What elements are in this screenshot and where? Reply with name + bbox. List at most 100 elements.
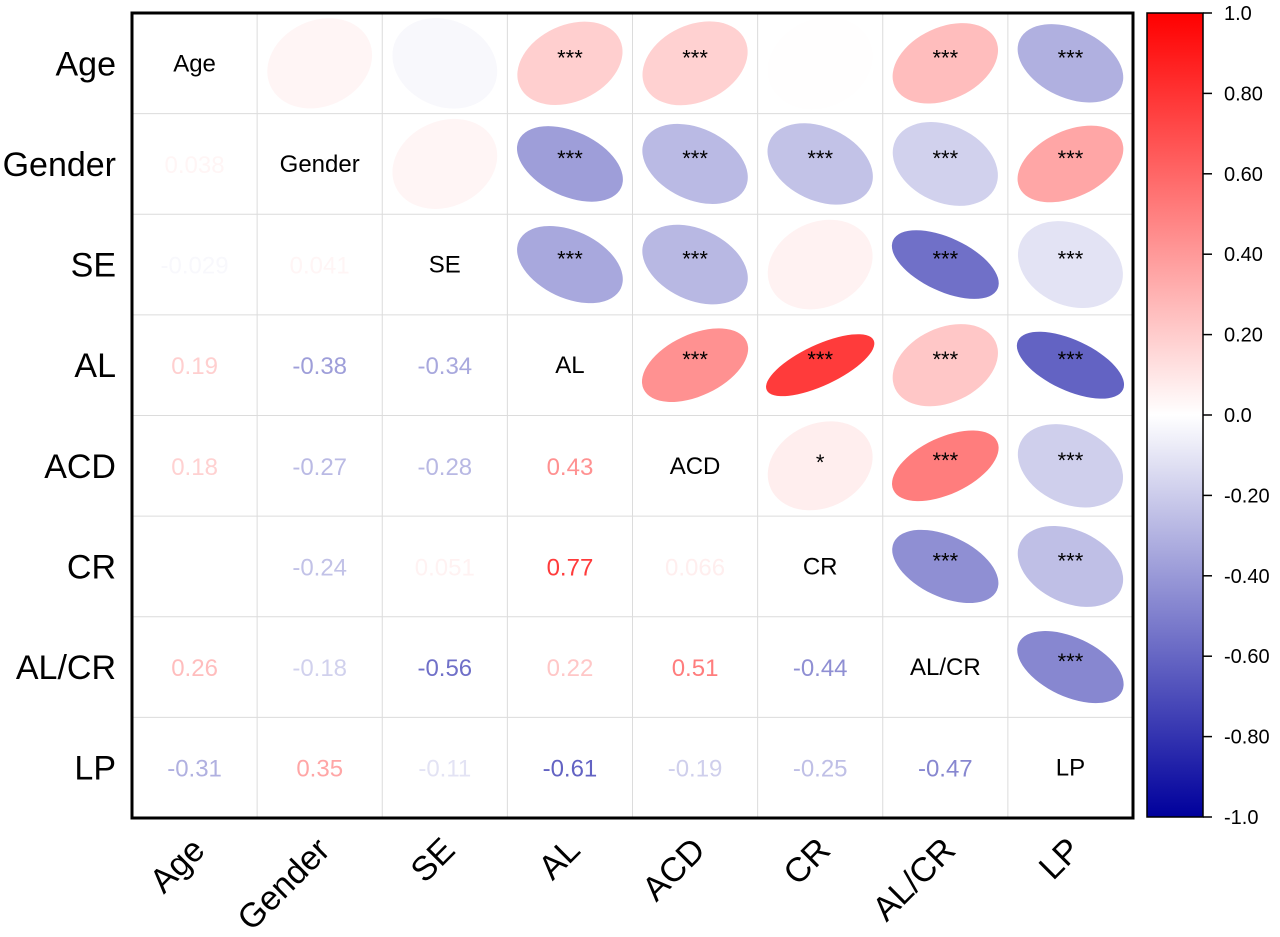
coefficient-al-se: -0.34: [417, 353, 472, 380]
ellipse-gender-lp: [1017, 125, 1124, 203]
coefficient-gender-age: 0.038: [165, 152, 225, 179]
ellipse-gender-al-cr: [892, 122, 998, 206]
coefficient-al-cr-acd: 0.51: [672, 655, 719, 682]
ellipse-se-al-cr: [891, 230, 999, 299]
coefficient-cr-acd: 0.066: [665, 554, 725, 581]
colorbar-tick-label: 0.20: [1224, 325, 1263, 347]
colorbar-tick-label: 0.80: [1224, 83, 1263, 105]
significance-mark: ***: [1058, 146, 1084, 171]
colorbar-tick-label: 1.0: [1224, 3, 1252, 25]
significance-mark: ***: [932, 146, 958, 171]
coefficient-acd-se: -0.28: [417, 454, 472, 481]
significance-mark: ***: [932, 45, 958, 70]
column-label-lp: LP: [1032, 831, 1088, 887]
significance-mark: ***: [807, 146, 833, 171]
significance-mark: ***: [682, 45, 708, 70]
ellipse-al-lp: [1016, 331, 1125, 399]
diagonal-label: Gender: [280, 151, 360, 178]
coefficient-al-cr-al: 0.22: [547, 655, 594, 682]
ellipse-age-cr: [767, 17, 873, 110]
plot-frame: [130, 11, 1135, 820]
ellipse-gender-al: [516, 126, 623, 202]
colorbar-tick-label: 0.0: [1224, 405, 1252, 427]
coefficient-al-gender: -0.38: [292, 353, 347, 380]
significance-mark: ***: [807, 347, 833, 372]
significance-mark: *: [816, 450, 825, 475]
significance-mark: ***: [682, 146, 708, 171]
ellipse-age-lp: [1017, 24, 1124, 103]
row-labels: Age Gender SE AL ACD CR AL/CR LP: [3, 45, 116, 787]
coefficient-lp-cr: -0.25: [793, 756, 848, 783]
column-label-al-cr: AL/CR: [865, 831, 963, 929]
significance-mark: ***: [557, 247, 583, 272]
coefficient-lp-gender: 0.35: [296, 756, 343, 783]
coefficient-al-cr-se: -0.56: [417, 655, 472, 682]
colorbar-tick-label: 0.60: [1224, 164, 1263, 186]
ellipse-al-acd: [641, 328, 749, 402]
coefficient-al-cr-cr: -0.44: [793, 655, 848, 682]
coefficient-acd-al: 0.43: [547, 454, 594, 481]
column-label-gender: Gender: [230, 831, 337, 937]
coefficient-lp-al-cr: -0.47: [918, 756, 973, 783]
ellipse-age-acd: [642, 21, 748, 106]
significance-mark: ***: [1058, 548, 1084, 573]
colorbar-tick-label: -1.0: [1224, 807, 1258, 829]
ellipse-age-se: [392, 18, 498, 109]
colorbar-tick-label: -0.60: [1224, 646, 1270, 668]
ellipse-se-al: [517, 225, 623, 304]
significance-mark: ***: [932, 548, 958, 573]
row-label-gender: Gender: [3, 146, 116, 184]
matrix-cells: Age *** *** *** ***0.038 Gender *** *** *** *** **…: [161, 17, 1125, 783]
colorbar: 1.0 0.80 0.60 0.40 0.20 0.0 -0.20 -0.40 -0.60 -0.…: [1146, 3, 1270, 829]
ellipse-cr-lp: [1017, 526, 1124, 607]
column-label-acd: ACD: [635, 831, 713, 909]
colorbar-tick-label: -0.80: [1224, 727, 1270, 749]
coefficient-cr-se: 0.051: [415, 554, 475, 581]
coefficient-lp-al: -0.61: [543, 756, 598, 783]
significance-mark: ***: [557, 146, 583, 171]
significance-mark: ***: [557, 45, 583, 70]
ellipse-acd-lp: [1017, 424, 1124, 508]
significance-mark: ***: [682, 347, 708, 372]
grid-lines: [132, 13, 1133, 818]
ellipse-age-al: [517, 21, 623, 106]
coefficient-lp-acd: -0.19: [668, 756, 723, 783]
colorbar-tick-label: 0.40: [1224, 244, 1263, 266]
significance-mark: ***: [1058, 45, 1084, 70]
coefficient-al-cr-gender: -0.18: [292, 655, 347, 682]
coefficient-cr-gender: -0.24: [292, 554, 347, 581]
row-label-lp: LP: [74, 750, 116, 788]
ellipse-age-gender: [267, 18, 373, 109]
diagonal-label: Age: [173, 50, 216, 77]
diagonal-label: CR: [803, 553, 838, 580]
colorbar-gradient: [1146, 12, 1204, 818]
ellipse-gender-acd: [642, 123, 748, 204]
ellipse-acd-cr: [767, 421, 873, 511]
significance-mark: ***: [932, 448, 958, 473]
significance-mark: ***: [1058, 448, 1084, 473]
ellipse-se-lp: [1017, 221, 1123, 309]
column-label-al: AL: [531, 831, 587, 887]
row-label-se: SE: [71, 247, 116, 285]
ellipse-al-cr-lp: [1017, 631, 1124, 704]
significance-mark: ***: [682, 247, 708, 272]
coefficient-al-cr-age: 0.26: [171, 655, 218, 682]
column-label-age: Age: [143, 831, 213, 901]
row-label-acd: ACD: [44, 448, 116, 486]
coefficient-lp-age: -0.31: [167, 756, 222, 783]
row-label-age: Age: [56, 45, 117, 83]
ellipse-al-cr: [766, 334, 875, 397]
diagonal-label: ACD: [670, 453, 721, 480]
row-label-al-cr: AL/CR: [16, 649, 116, 687]
column-label-cr: CR: [776, 831, 838, 893]
coefficient-acd-age: 0.18: [171, 454, 218, 481]
ellipse-se-cr: [767, 219, 873, 310]
colorbar-tick-label: -0.20: [1224, 485, 1270, 507]
significance-mark: ***: [932, 347, 958, 372]
diagonal-label: AL/CR: [910, 654, 981, 681]
significance-mark: ***: [1058, 347, 1084, 372]
coefficient-se-age: -0.029: [161, 253, 229, 280]
coefficient-lp-se: -0.11: [418, 756, 471, 783]
diagonal-label: SE: [429, 252, 461, 279]
